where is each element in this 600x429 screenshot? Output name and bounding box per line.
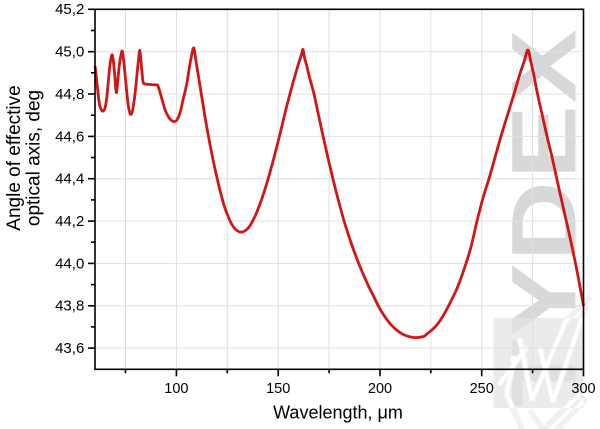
svg-text:44,4: 44,4 [55,171,84,188]
svg-text:44,6: 44,6 [55,128,84,145]
svg-text:optical axis, deg: optical axis, deg [24,90,45,226]
svg-text:100: 100 [164,381,188,397]
svg-text:45,0: 45,0 [55,44,84,61]
svg-text:200: 200 [368,381,392,397]
svg-text:43,8: 43,8 [55,298,84,315]
svg-text:44,8: 44,8 [55,86,84,103]
svg-text:250: 250 [470,381,494,397]
svg-text:Angle of effective: Angle of effective [4,85,25,230]
svg-text:45,2: 45,2 [55,1,84,18]
svg-text:44,2: 44,2 [55,213,84,230]
svg-text:44,0: 44,0 [55,255,84,272]
svg-text:150: 150 [266,381,290,397]
svg-text:300: 300 [571,381,595,397]
svg-text:43,6: 43,6 [55,340,84,357]
svg-text:Wavelength, μm: Wavelength, μm [273,403,403,423]
